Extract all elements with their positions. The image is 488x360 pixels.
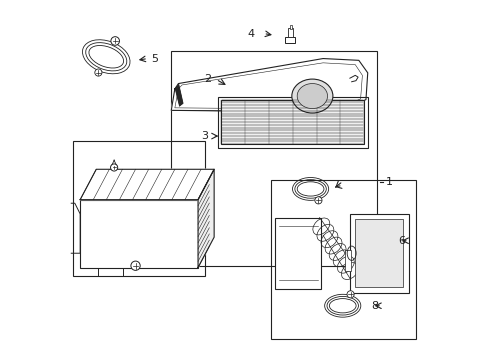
Bar [274,217,321,289]
Bar [171,51,376,266]
Text: 3: 3 [200,131,207,141]
Bar [354,219,403,287]
Text: 8: 8 [370,301,378,311]
Circle shape [314,197,322,204]
Polygon shape [198,169,214,267]
Bar [218,97,367,148]
Text: 4: 4 [247,28,254,39]
Ellipse shape [291,79,332,113]
Bar [349,214,408,293]
Bar [271,180,415,339]
Bar [344,249,350,271]
Circle shape [111,37,119,45]
Text: 7: 7 [331,180,339,190]
Text: 2: 2 [203,74,211,84]
Ellipse shape [297,84,327,109]
Text: 1: 1 [385,177,392,187]
Circle shape [131,261,140,270]
Bar [73,141,205,276]
Bar [221,100,364,144]
Polygon shape [80,169,214,200]
Text: 5: 5 [151,54,158,64]
Bar [80,200,198,267]
Bar [288,28,293,37]
Bar [285,37,294,43]
Polygon shape [171,59,367,112]
Circle shape [346,291,353,298]
Bar [289,24,292,29]
Text: 6: 6 [397,236,405,246]
Circle shape [95,69,102,76]
Circle shape [110,164,118,171]
